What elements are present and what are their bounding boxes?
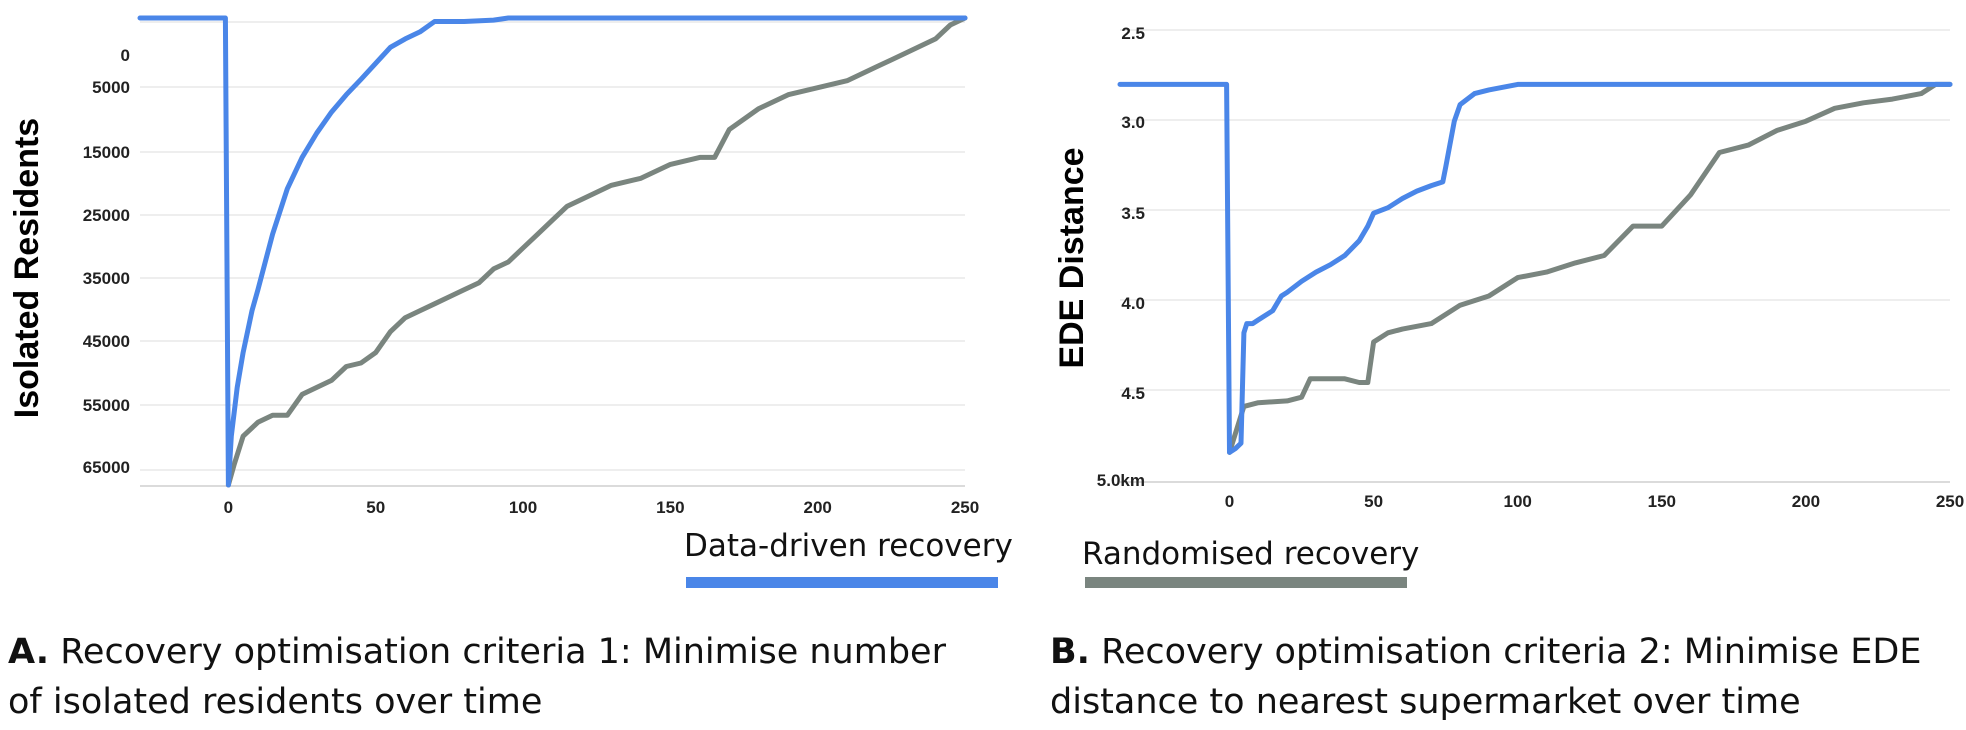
caption-b: B. Recovery optimisation criteria 2: Min… — [1050, 627, 1960, 727]
x-tick-label: 100 — [1504, 492, 1532, 511]
x-tick-label: 200 — [1792, 492, 1820, 511]
caption-b-letter: B. — [1050, 632, 1090, 672]
chart-b: 2.5 3.0 3.5 4.0 4.5 5.0km 0 50 100 150 200 250 EDE D… — [1053, 24, 1964, 511]
y-axis-label: EDE Distance — [1053, 147, 1091, 368]
legend-randomised-swatch — [1085, 577, 1407, 588]
series-line-randomised-recovery — [1227, 81, 1953, 455]
y-tick-label: 4.5 — [1121, 384, 1145, 403]
x-tick-label: 200 — [803, 498, 831, 517]
y-tick-label: 35000 — [83, 269, 130, 288]
legend-data-driven-swatch — [686, 577, 998, 588]
x-tick-label: 100 — [509, 498, 537, 517]
x-tick-label: 0 — [224, 498, 233, 517]
y-tick-label: 3.0 — [1121, 113, 1145, 132]
y-tick-label: 0 — [121, 46, 130, 65]
caption-b-line1: Recovery optimisation criteria 2: Minimi… — [1101, 632, 1922, 672]
y-tick-label: 5.0km — [1097, 471, 1145, 490]
y-tick-label: 3.5 — [1121, 204, 1145, 223]
chart-a: 0 5000 15000 25000 35000 45000 55000 65000 0 50 10… — [8, 15, 979, 517]
x-tick-label: 0 — [1225, 492, 1234, 511]
x-tick-label: 250 — [951, 498, 979, 517]
caption-b-line2: distance to nearest supermarket over tim… — [1050, 682, 1801, 722]
y-tick-label: 2.5 — [1121, 24, 1145, 43]
legend-data-driven-label: Data-driven recovery — [684, 528, 1013, 564]
y-tick-label: 45000 — [83, 332, 130, 351]
y-tick-label: 65000 — [83, 458, 130, 477]
x-tick-label: 50 — [366, 498, 385, 517]
y-tick-label: 15000 — [83, 143, 130, 162]
y-tick-label: 5000 — [92, 78, 130, 97]
series-line-randomised-recovery — [225, 15, 968, 488]
y-axis-label: Isolated Residents — [8, 118, 46, 418]
x-tick-label: 150 — [656, 498, 684, 517]
series-line-data-driven-recovery — [1117, 81, 1953, 455]
series-line-data-driven-recovery — [137, 15, 968, 488]
y-tick-label: 55000 — [83, 396, 130, 415]
caption-a-line1: Recovery optimisation criteria 1: Minimi… — [60, 632, 946, 672]
x-tick-label: 250 — [1936, 492, 1964, 511]
x-tick-label: 150 — [1648, 492, 1676, 511]
legend-randomised-label: Randomised recovery — [1082, 536, 1420, 572]
y-tick-label: 4.0 — [1121, 294, 1145, 313]
caption-a-letter: A. — [8, 632, 50, 672]
y-tick-label: 25000 — [83, 206, 130, 225]
caption-a: A. Recovery optimisation criteria 1: Min… — [8, 627, 968, 727]
x-tick-label: 50 — [1364, 492, 1383, 511]
caption-a-line2: of isolated residents over time — [8, 682, 543, 722]
